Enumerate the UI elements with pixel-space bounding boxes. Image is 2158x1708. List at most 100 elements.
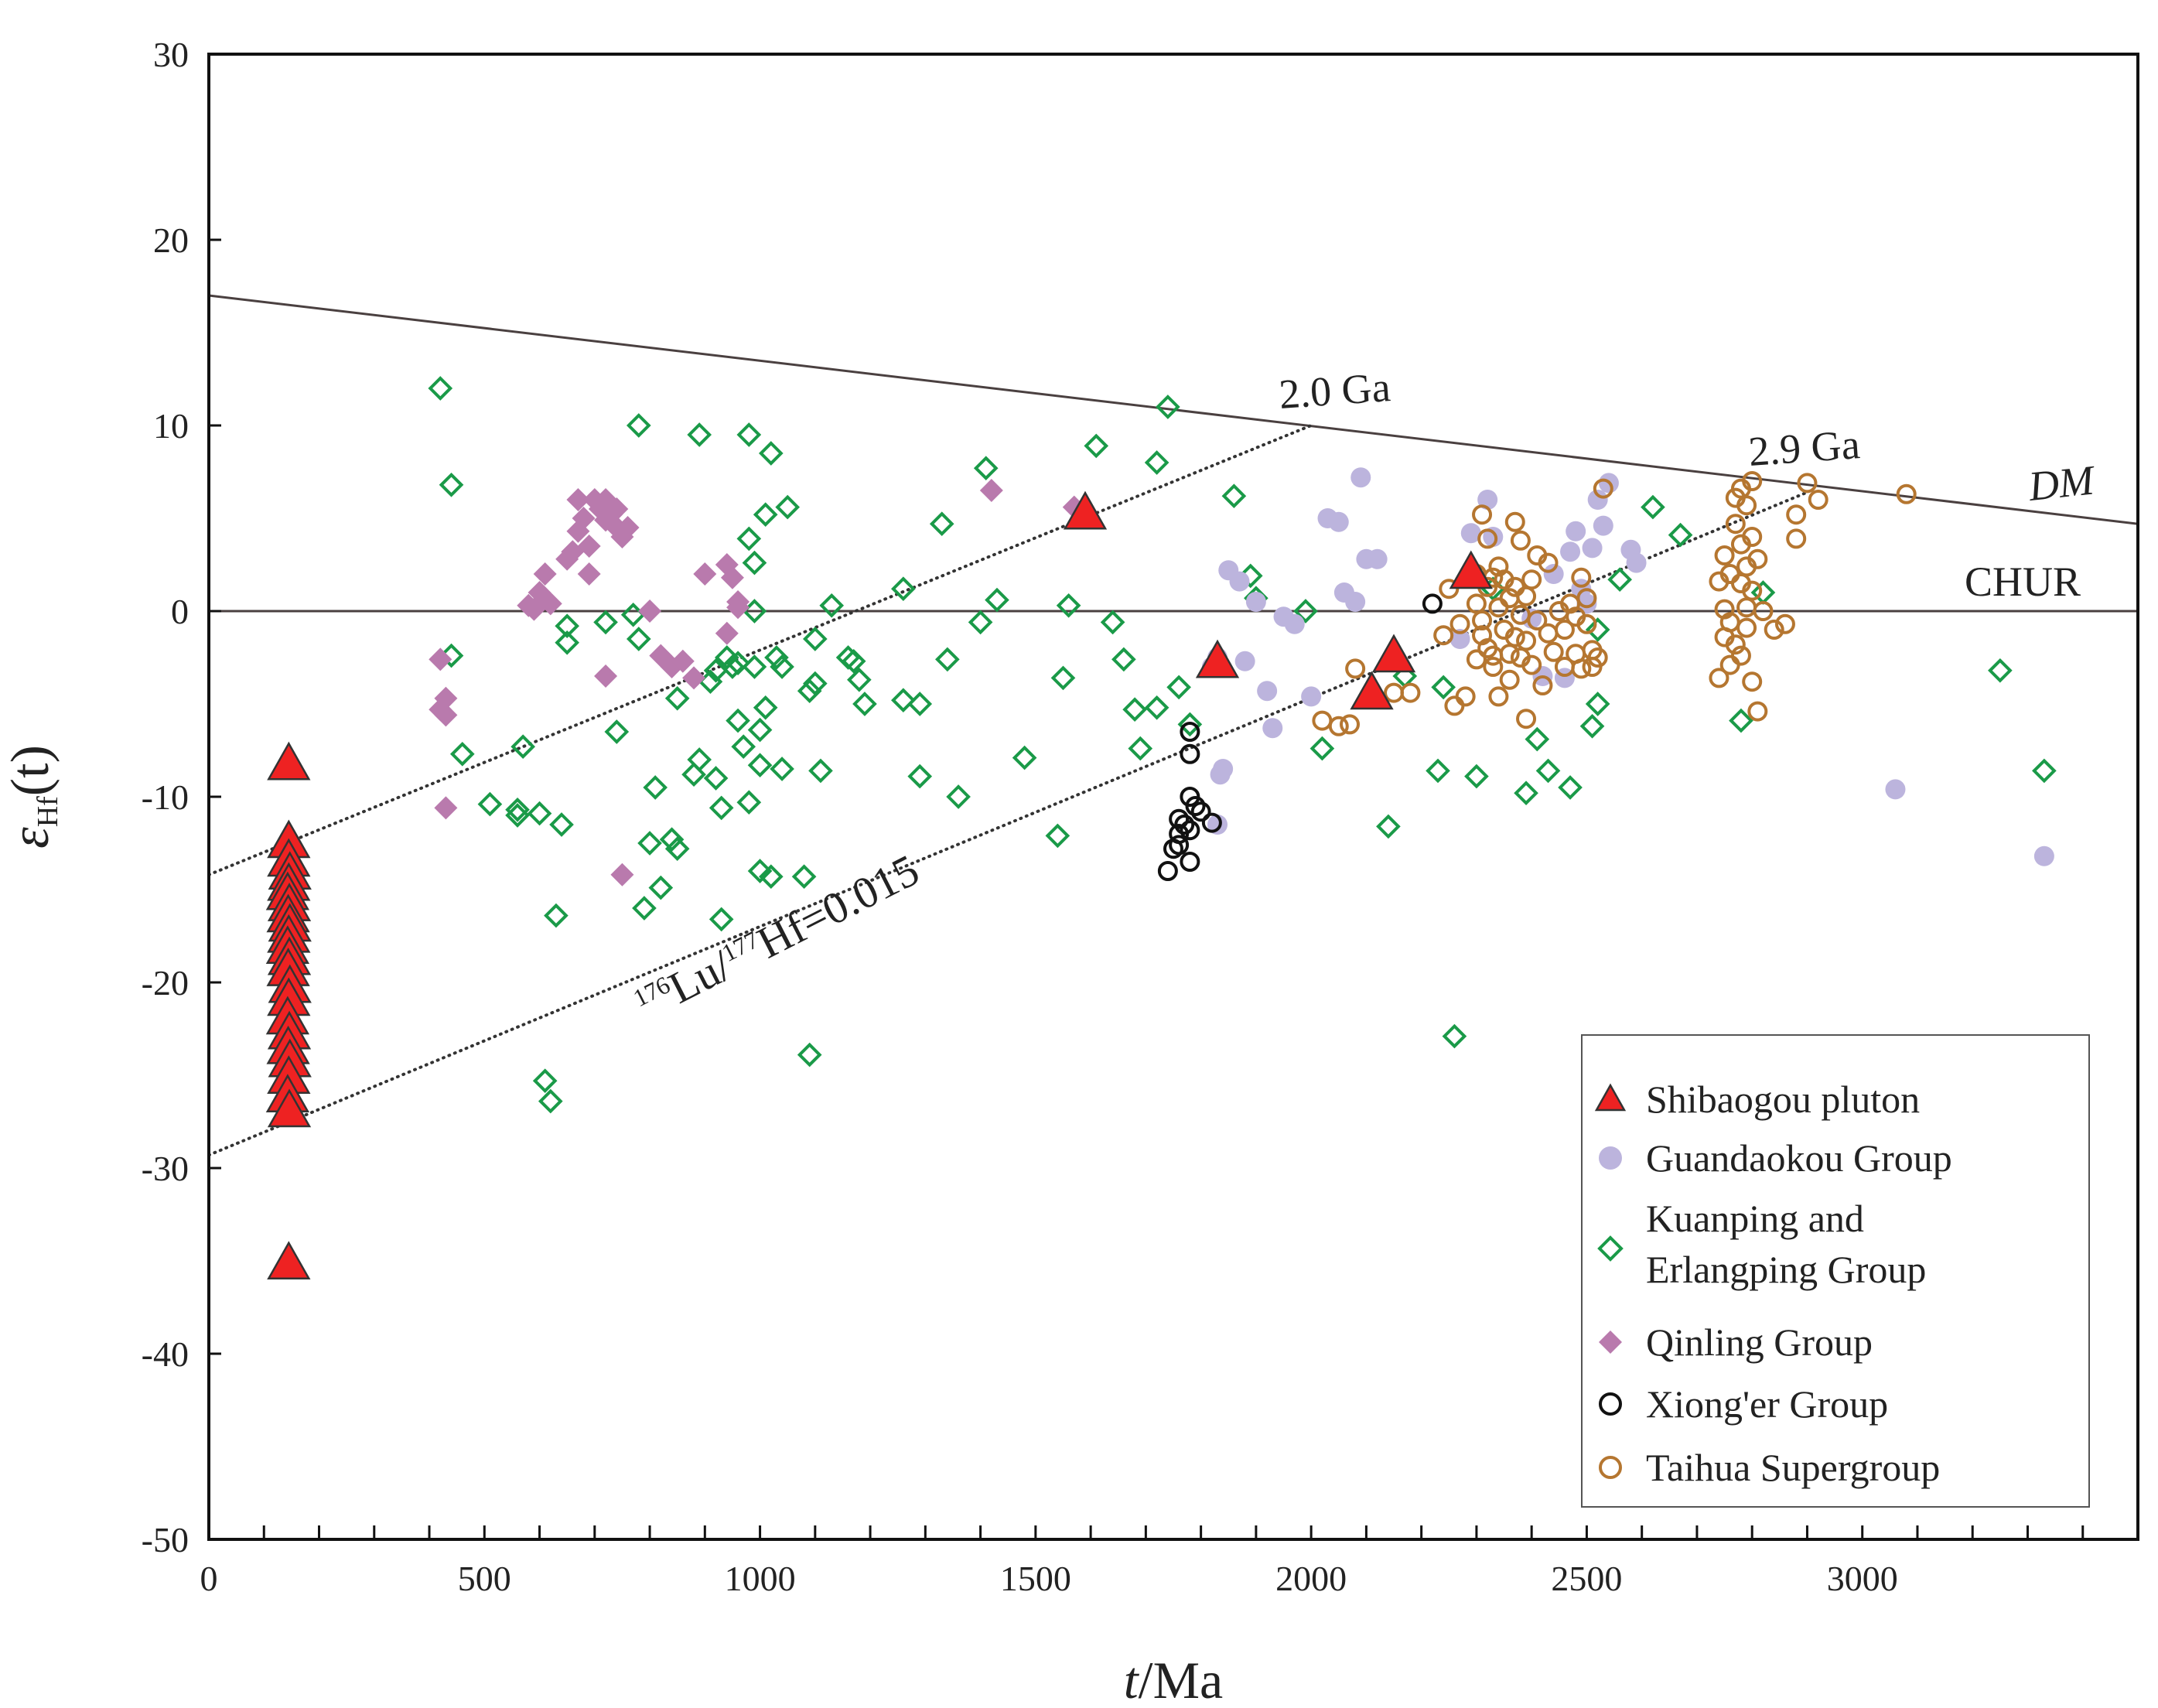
point-taihua-supergroup bbox=[1340, 714, 1361, 735]
point-kuanping-and-erlangping-group bbox=[1045, 823, 1070, 849]
legend-marker-guandaokou bbox=[1599, 1146, 1622, 1170]
point-kuanping-and-erlangping-group bbox=[847, 667, 872, 692]
point-kuanping-and-erlangping-group bbox=[637, 831, 662, 856]
point-qinling-group bbox=[638, 600, 662, 623]
point-taihua-supergroup bbox=[1587, 647, 1608, 668]
point-taihua-supergroup bbox=[1477, 528, 1498, 549]
point-taihua-supergroup bbox=[1433, 625, 1454, 646]
point-taihua-supergroup bbox=[1472, 610, 1493, 630]
point-kuanping-and-erlangping-group bbox=[544, 903, 569, 928]
point-qinling-group bbox=[594, 664, 618, 688]
point-kuanping-and-erlangping-group bbox=[1376, 814, 1401, 839]
point-shibaogou-pluton bbox=[267, 741, 311, 781]
point-kuanping-and-erlangping-group bbox=[1668, 522, 1693, 548]
point-guandaokou-group bbox=[1521, 608, 1542, 629]
point-kuanping-and-erlangping-group bbox=[742, 550, 767, 576]
point-kuanping-and-erlangping-group bbox=[428, 376, 453, 401]
point-kuanping-and-erlangping-group bbox=[648, 875, 674, 900]
point-kuanping-and-erlangping-group bbox=[753, 502, 778, 528]
x-tick-label: 1500 bbox=[1000, 1559, 1071, 1598]
point-taihua-supergroup bbox=[1714, 545, 1735, 565]
y-tick-label: -40 bbox=[142, 1334, 189, 1374]
point-taihua-supergroup bbox=[1742, 671, 1763, 692]
point-taihua-supergroup bbox=[1742, 580, 1763, 601]
legend-box bbox=[1581, 1034, 2090, 1508]
point-kuanping-and-erlangping-group bbox=[736, 526, 762, 552]
point-taihua-supergroup bbox=[1488, 686, 1509, 707]
point-taihua-supergroup bbox=[1455, 686, 1476, 707]
point-kuanping-and-erlangping-group bbox=[758, 864, 784, 890]
point-kuanping-and-erlangping-group bbox=[439, 472, 464, 497]
y-axis-label: εHf(t) bbox=[1, 745, 64, 849]
point-taihua-supergroup bbox=[1554, 620, 1575, 640]
point-kuanping-and-erlangping-group bbox=[973, 456, 999, 481]
point-taihua-supergroup bbox=[1725, 634, 1746, 655]
point-taihua-supergroup bbox=[1747, 701, 1768, 722]
point-guandaokou-group bbox=[1234, 651, 1255, 671]
legend-label-xionger: Xiong'er Group bbox=[1646, 1382, 1888, 1426]
legend-label-kuanping-line1: Kuanping and bbox=[1646, 1197, 1864, 1240]
point-kuanping-and-erlangping-group bbox=[764, 645, 789, 670]
point-guandaokou-group bbox=[1210, 764, 1231, 785]
point-kuanping-and-erlangping-group bbox=[775, 494, 801, 520]
point-kuanping-and-erlangping-group bbox=[510, 734, 535, 760]
point-kuanping-and-erlangping-group bbox=[632, 896, 657, 921]
point-guandaokou-group bbox=[1483, 527, 1504, 547]
plot-frame bbox=[207, 53, 2139, 1541]
legend-marker-kuanping bbox=[1597, 1235, 1624, 1262]
point-kuanping-and-erlangping-group bbox=[538, 1088, 563, 1114]
evolution-2.9ga-label: 2.9 Ga bbox=[1747, 421, 1862, 475]
point-taihua-supergroup bbox=[1400, 682, 1421, 703]
point-kuanping-and-erlangping-group bbox=[1122, 697, 1147, 722]
point-kuanping-and-erlangping-group bbox=[747, 717, 773, 743]
point-xiong-er-group bbox=[1174, 815, 1195, 835]
point-shibaogou-pluton bbox=[1350, 671, 1394, 710]
point-taihua-supergroup bbox=[1753, 601, 1774, 621]
point-xiong-er-group bbox=[1169, 808, 1190, 829]
point-kuanping-and-erlangping-group bbox=[664, 836, 690, 862]
legend-label-taihua: Taihua Supergroup bbox=[1646, 1446, 1940, 1489]
point-kuanping-and-erlangping-group bbox=[1729, 708, 1753, 733]
point-guandaokou-group bbox=[1449, 629, 1470, 649]
point-qinling-group bbox=[566, 488, 590, 511]
point-guandaokou-group bbox=[1593, 515, 1613, 536]
point-kuanping-and-erlangping-group bbox=[2032, 758, 2057, 784]
legend-label-guandaokou: Guandaokou Group bbox=[1646, 1136, 1952, 1180]
point-kuanping-and-erlangping-group bbox=[720, 654, 745, 679]
point-kuanping-and-erlangping-group bbox=[1144, 450, 1169, 475]
point-xiong-er-group bbox=[1180, 820, 1200, 841]
point-kuanping-and-erlangping-group bbox=[891, 688, 916, 713]
point-xiong-er-group bbox=[1201, 812, 1222, 833]
series-qinling-group bbox=[429, 479, 1086, 886]
point-kuanping-and-erlangping-group bbox=[1166, 675, 1191, 700]
point-kuanping-and-erlangping-group bbox=[1221, 483, 1247, 509]
point-shibaogou-pluton bbox=[267, 1088, 312, 1128]
legend-label-qinling: Qinling Group bbox=[1646, 1320, 1873, 1364]
point-kuanping-and-erlangping-group bbox=[687, 422, 712, 447]
point-qinling-group bbox=[429, 647, 452, 671]
point-taihua-supergroup bbox=[1571, 658, 1592, 679]
point-guandaokou-group bbox=[1587, 490, 1608, 510]
point-kuanping-and-erlangping-group bbox=[929, 511, 954, 537]
point-kuanping-and-erlangping-group bbox=[1641, 494, 1665, 520]
point-kuanping-and-erlangping-group bbox=[1535, 758, 1561, 784]
legend-label-shibaogou: Shibaogou pluton bbox=[1646, 1078, 1920, 1121]
point-kuanping-and-erlangping-group bbox=[742, 654, 767, 679]
point-kuanping-and-erlangping-group bbox=[808, 758, 833, 784]
point-kuanping-and-erlangping-group bbox=[626, 627, 651, 651]
series-xiong-er-group bbox=[1157, 593, 1443, 881]
point-guandaokou-group bbox=[1257, 681, 1278, 702]
point-guandaokou-group bbox=[1582, 538, 1603, 559]
point-guandaokou-group bbox=[1560, 541, 1581, 562]
legend-marker-shibaogou bbox=[1594, 1083, 1627, 1112]
point-guandaokou-group bbox=[1566, 521, 1586, 541]
point-kuanping-and-erlangping-group bbox=[758, 441, 784, 466]
x-tick-label: 0 bbox=[200, 1559, 218, 1598]
point-xiong-er-group bbox=[1180, 722, 1200, 742]
legend-marker-xionger bbox=[1599, 1392, 1622, 1416]
reference-line-evolution-2-9ga bbox=[207, 490, 1809, 1157]
point-kuanping-and-erlangping-group bbox=[549, 812, 574, 837]
point-kuanping-and-erlangping-group bbox=[449, 741, 475, 767]
point-kuanping-and-erlangping-group bbox=[555, 613, 579, 639]
